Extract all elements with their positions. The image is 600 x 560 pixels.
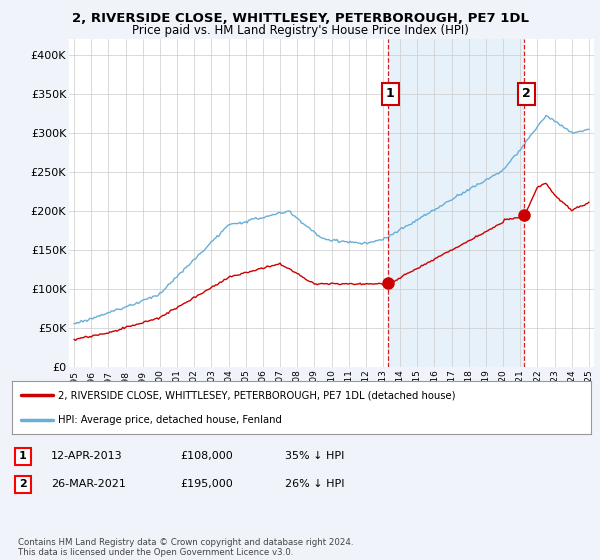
Text: 2: 2 (19, 479, 26, 489)
Text: Price paid vs. HM Land Registry's House Price Index (HPI): Price paid vs. HM Land Registry's House … (131, 24, 469, 36)
Text: 2, RIVERSIDE CLOSE, WHITTLESEY, PETERBOROUGH, PE7 1DL: 2, RIVERSIDE CLOSE, WHITTLESEY, PETERBOR… (71, 12, 529, 25)
Text: £108,000: £108,000 (180, 451, 233, 461)
Text: 1: 1 (386, 87, 395, 100)
Text: 1: 1 (19, 451, 26, 461)
Text: HPI: Average price, detached house, Fenland: HPI: Average price, detached house, Fenl… (58, 414, 282, 424)
Text: 26-MAR-2021: 26-MAR-2021 (51, 479, 126, 489)
Text: 12-APR-2013: 12-APR-2013 (51, 451, 122, 461)
Text: 2, RIVERSIDE CLOSE, WHITTLESEY, PETERBOROUGH, PE7 1DL (detached house): 2, RIVERSIDE CLOSE, WHITTLESEY, PETERBOR… (58, 390, 456, 400)
Text: 26% ↓ HPI: 26% ↓ HPI (285, 479, 344, 489)
Bar (388, 39, 524, 367)
Text: £195,000: £195,000 (180, 479, 233, 489)
Text: 35% ↓ HPI: 35% ↓ HPI (285, 451, 344, 461)
Text: 2: 2 (523, 87, 531, 100)
Text: Contains HM Land Registry data © Crown copyright and database right 2024.
This d: Contains HM Land Registry data © Crown c… (18, 538, 353, 557)
